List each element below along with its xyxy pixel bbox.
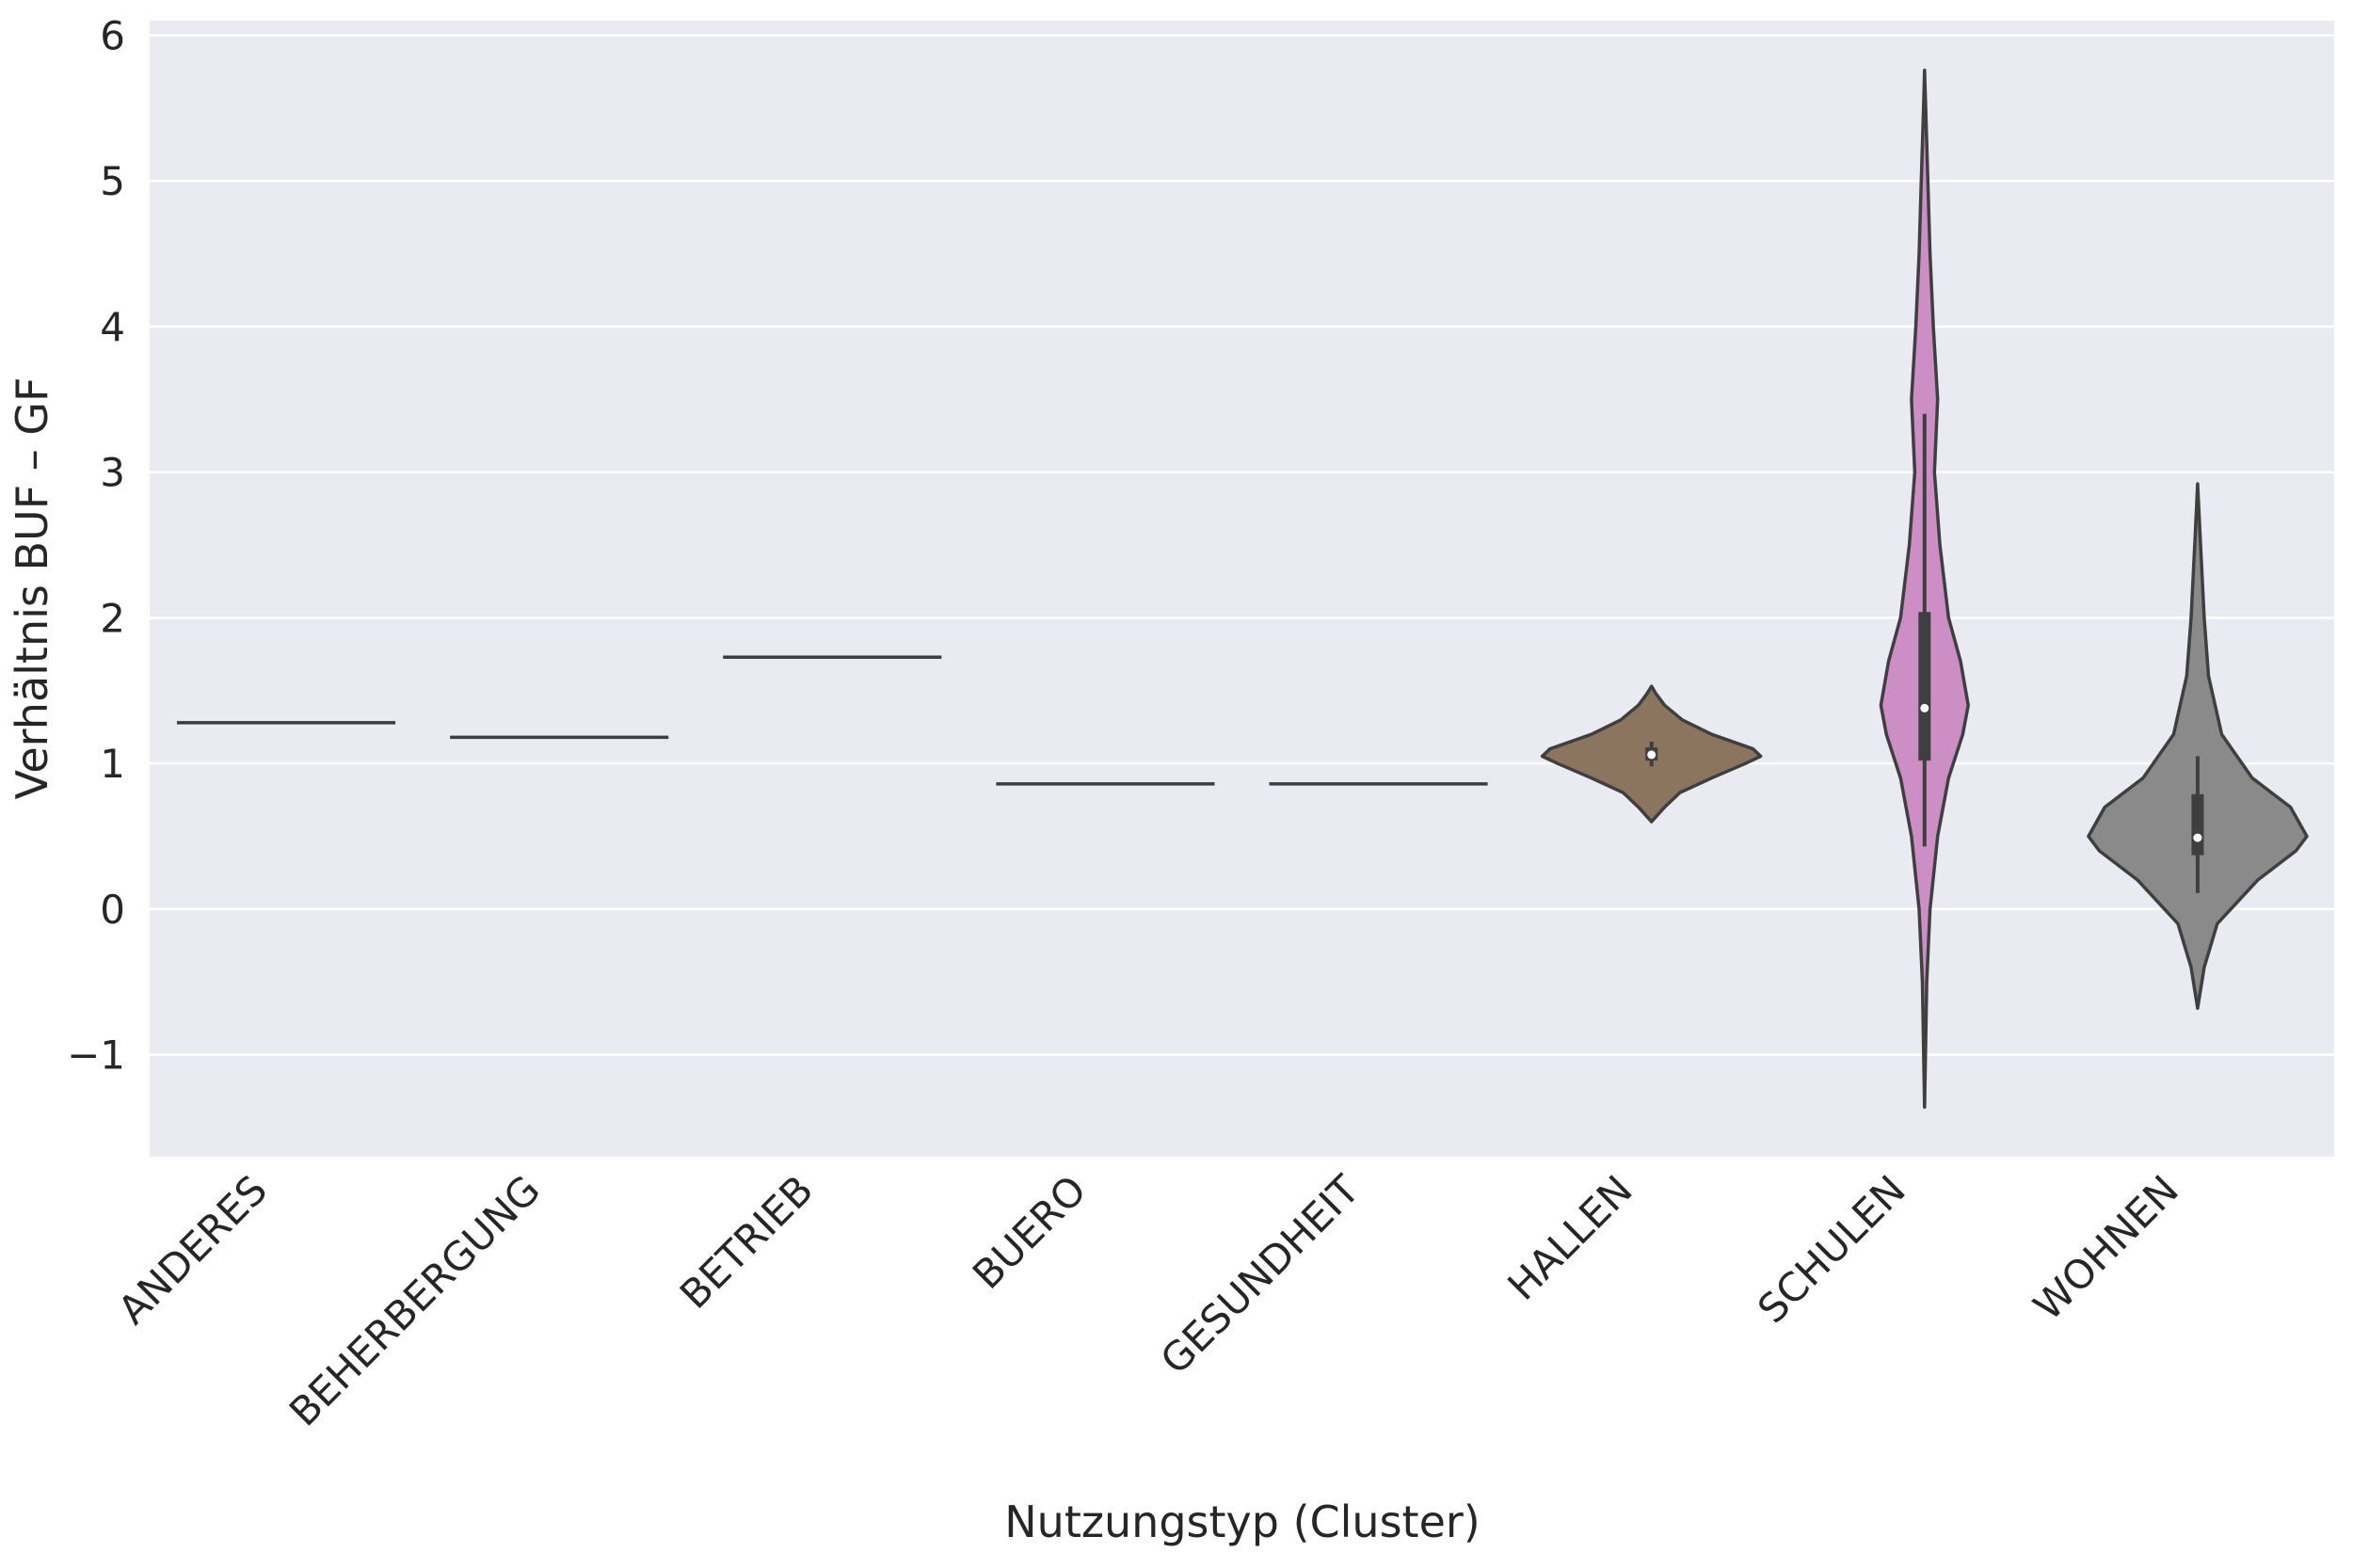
- x-tick-label: HALLEN: [1498, 1166, 1641, 1308]
- violins: [177, 68, 2309, 1110]
- median-marker-schulen: [1920, 703, 1929, 712]
- plot-background: [150, 21, 2334, 1157]
- y-tick-label: 1: [100, 741, 125, 787]
- x-tick-label: BEHERBERGUNG: [280, 1166, 549, 1434]
- x-tick-label: BETRIEB: [671, 1166, 822, 1317]
- x-tick-labels: ANDERES BEHERBERGUNG BETRIEB BUERO GESUNDHEI…: [109, 1166, 2187, 1435]
- y-tick-labels: −1 0 1 2 3 4 5 6: [67, 12, 125, 1078]
- y-tick-label: 3: [100, 450, 125, 496]
- x-tick-label: ANDERES: [109, 1166, 276, 1333]
- grid-lines: [150, 34, 2334, 1056]
- median-marker-wohnen: [2193, 833, 2202, 842]
- y-tick-label: 2: [100, 595, 125, 641]
- x-tick-label: SCHULEN: [1749, 1166, 1914, 1332]
- y-tick-label: 0: [100, 887, 125, 933]
- y-tick-label: 4: [100, 304, 125, 350]
- x-axis-label: Nutzungstyp (Cluster): [1004, 1496, 1480, 1547]
- x-tick-label: GESUNDHEIT: [1152, 1166, 1369, 1383]
- y-tick-label: −1: [67, 1032, 125, 1079]
- x-tick-label: BUERO: [964, 1166, 1096, 1298]
- y-tick-label: 5: [100, 158, 125, 204]
- violin-wohnen: [2087, 482, 2309, 1010]
- y-tick-label: 6: [100, 12, 125, 58]
- median-marker-hallen: [1647, 750, 1657, 760]
- x-tick-label: WOHNEN: [2025, 1166, 2187, 1329]
- y-axis-label: Verhältnis BUF – GF: [7, 376, 57, 799]
